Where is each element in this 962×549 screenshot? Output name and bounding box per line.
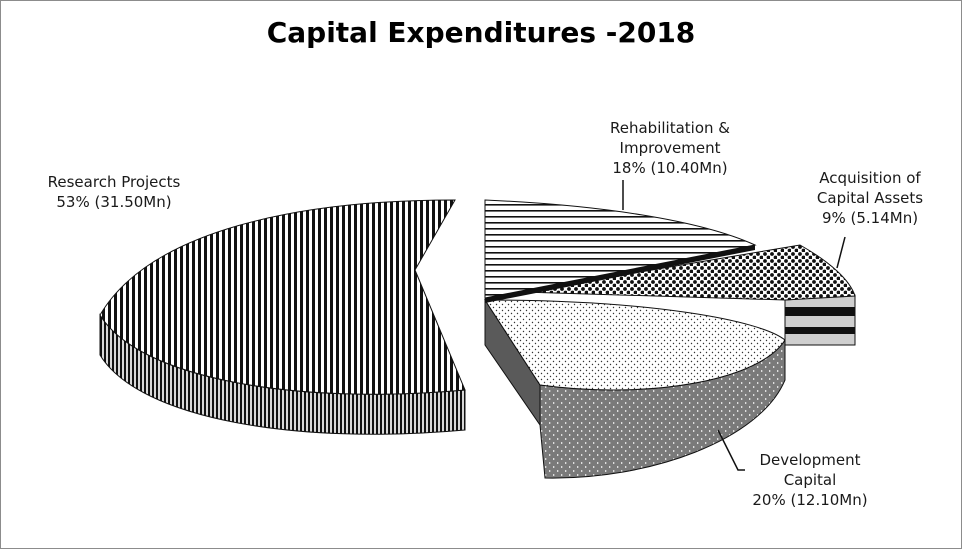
label-development-line-2: Capital bbox=[783, 471, 837, 489]
slice-acquisition-side-band-1 bbox=[785, 307, 855, 316]
label-acquisition-line-2: Capital Assets bbox=[816, 189, 924, 207]
slice-acquisition-of-capital-assets bbox=[521, 244, 856, 346]
slice-research-projects-top bbox=[99, 199, 466, 395]
label-rehabilitation-line-1: Rehabilitation & bbox=[610, 119, 730, 137]
slice-acquisition-top bbox=[521, 244, 856, 301]
slice-acquisition-side bbox=[784, 294, 856, 346]
slice-rehabilitation-improvement bbox=[484, 199, 757, 303]
slice-rehabilitation-side bbox=[485, 245, 755, 303]
label-research-projects-value: 53% (31.50Mn) bbox=[56, 193, 172, 211]
leader-line-development bbox=[717, 429, 745, 471]
label-acquisition-of-capital-assets: Acquisition of Capital Assets 9% (5.14Mn… bbox=[790, 168, 950, 228]
label-rehabilitation-value: 18% (10.40Mn) bbox=[612, 159, 728, 177]
slice-research-projects bbox=[99, 199, 466, 435]
chart-title: Capital Expenditures -2018 bbox=[266, 16, 696, 49]
label-rehabilitation-line-2: Improvement bbox=[619, 139, 721, 157]
label-acquisition-value: 9% (5.14Mn) bbox=[821, 209, 919, 227]
label-development-line-1: Development bbox=[759, 451, 861, 469]
label-research-projects: Research Projects 53% (31.50Mn) bbox=[14, 172, 214, 212]
label-development-capital: Development Capital 20% (12.10Mn) bbox=[730, 450, 890, 510]
label-research-projects-name: Research Projects bbox=[47, 173, 181, 191]
slice-acquisition-side-band-2 bbox=[785, 327, 855, 334]
leader-line-acquisition bbox=[836, 236, 846, 269]
slice-rehabilitation-top bbox=[484, 199, 757, 299]
label-acquisition-line-1: Acquisition of bbox=[819, 169, 921, 187]
label-development-value: 20% (12.10Mn) bbox=[752, 491, 868, 509]
label-rehabilitation-improvement: Rehabilitation & Improvement 18% (10.40M… bbox=[570, 118, 770, 178]
